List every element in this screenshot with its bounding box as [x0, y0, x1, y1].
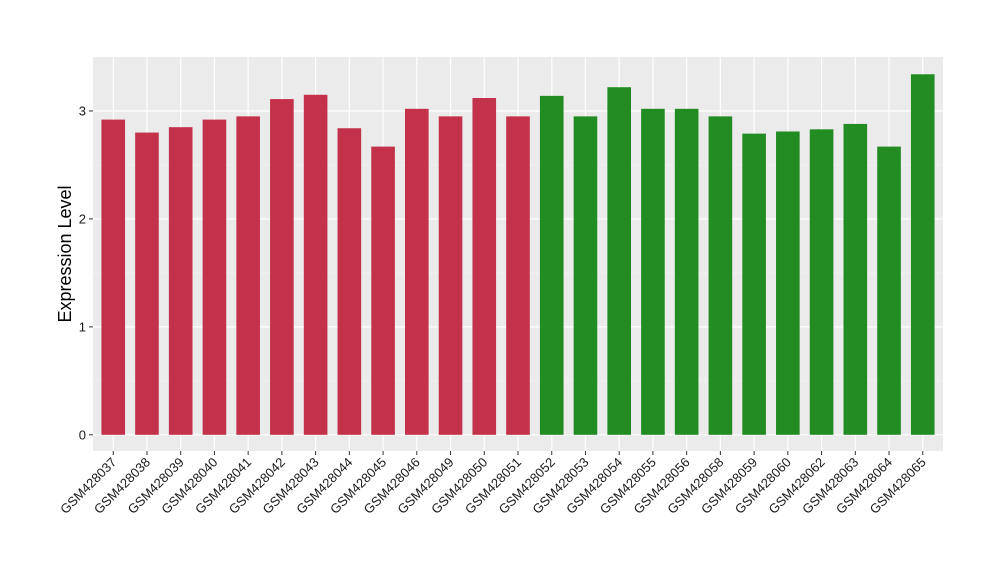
- bar-GSM428043: [303, 94, 328, 435]
- bar-GSM428038: [135, 132, 159, 435]
- bar-GSM428063: [843, 123, 868, 435]
- bar-GSM428041: [236, 116, 260, 435]
- bar-GSM428046: [405, 108, 429, 435]
- bars: [101, 74, 935, 435]
- bar-GSM428040: [202, 119, 227, 435]
- bar-GSM428054: [607, 87, 631, 435]
- bar-GSM428045: [371, 146, 395, 435]
- y-tick-label: 0: [79, 427, 86, 442]
- bar-GSM428051: [506, 116, 530, 435]
- y-tick-label: 3: [79, 103, 86, 118]
- bar-GSM428053: [573, 116, 598, 435]
- bar-GSM428065: [910, 74, 935, 435]
- bar-GSM428062: [809, 129, 834, 435]
- y-axis-title: Expression Level: [55, 185, 75, 322]
- bar-GSM428059: [742, 133, 766, 435]
- y-tick-label: 2: [79, 211, 86, 226]
- bar-GSM428056: [674, 108, 699, 435]
- bar-GSM428058: [708, 116, 733, 435]
- y-tick-label: 1: [79, 319, 86, 334]
- bar-GSM428060: [776, 131, 800, 435]
- bar-GSM428055: [641, 108, 665, 435]
- bar-GSM428050: [472, 98, 497, 435]
- bar-GSM428042: [270, 99, 294, 435]
- bar-GSM428064: [877, 146, 901, 435]
- bar-GSM428049: [438, 116, 463, 435]
- x-axis: GSM428037GSM428038GSM428039GSM428040GSM4…: [57, 451, 929, 517]
- bar-GSM428044: [337, 128, 362, 435]
- bar-GSM428052: [539, 95, 564, 435]
- bar-GSM428039: [168, 127, 193, 435]
- y-axis: 0 1 2 3: [79, 103, 93, 442]
- bar-GSM428037: [101, 119, 126, 435]
